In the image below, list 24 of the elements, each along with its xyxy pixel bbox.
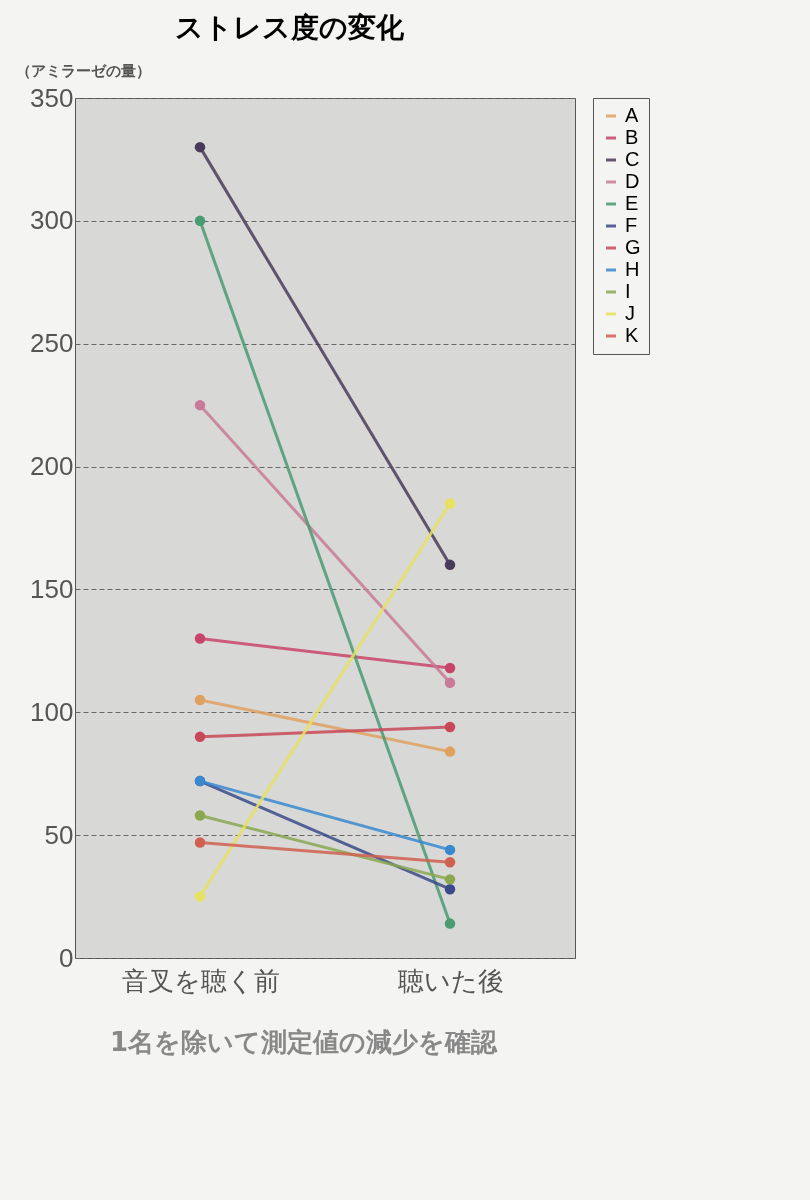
legend-label: A xyxy=(625,104,639,126)
y-tick-label: 50 xyxy=(44,819,74,850)
legend-label: G xyxy=(625,236,641,258)
chart-title: ストレス度の変化 xyxy=(175,12,405,43)
legend-label: B xyxy=(625,126,639,148)
x-tick-label: 音叉を聴く前 xyxy=(121,965,280,996)
text: 1名を除いて測定値の減少を確認 xyxy=(110,1026,499,1059)
y-tick-label: 100 xyxy=(30,696,74,727)
y-tick-label: 0 xyxy=(59,942,74,973)
y-tick-label: 300 xyxy=(30,205,74,236)
y-axis-title: （アミラーゼの量） xyxy=(15,61,151,79)
y-tick-label: 350 xyxy=(30,82,74,113)
y-tick-label: 250 xyxy=(30,328,74,359)
legend-label: E xyxy=(625,192,639,214)
legend-label: D xyxy=(625,170,640,192)
y-tick-label: 200 xyxy=(30,451,74,482)
y-tick-label: 150 xyxy=(30,573,74,604)
legend-label: F xyxy=(625,214,638,236)
legend-label: J xyxy=(625,302,635,324)
x-tick-label: 聴いた後 xyxy=(397,965,504,996)
legend-label: H xyxy=(625,258,640,280)
legend-label: K xyxy=(625,324,639,346)
legend-label: I xyxy=(625,280,631,302)
legend-label: C xyxy=(625,148,640,170)
